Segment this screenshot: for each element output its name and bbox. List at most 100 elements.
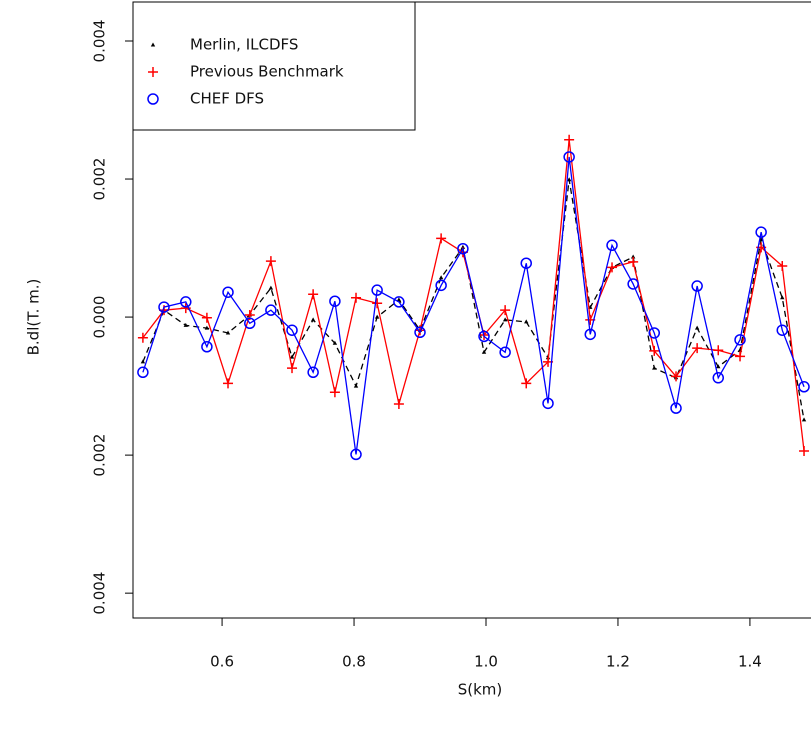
point — [201, 341, 213, 353]
legend-label: Merlin, ILCDFS — [190, 36, 298, 54]
point — [607, 262, 618, 273]
point — [457, 242, 469, 255]
point — [521, 378, 532, 389]
point — [564, 134, 575, 145]
point — [286, 324, 298, 336]
point — [158, 301, 170, 313]
y-axis-label: B.dl(T. m.) — [25, 279, 43, 356]
y-tick-label: 0.002 — [91, 434, 109, 477]
legend-label: Previous Benchmark — [190, 63, 344, 81]
point — [265, 304, 277, 316]
point — [798, 381, 810, 393]
point — [393, 399, 404, 410]
point — [372, 298, 383, 309]
point — [396, 297, 402, 302]
y-tick-label: 0.002 — [91, 158, 109, 201]
point — [566, 177, 572, 182]
point — [520, 257, 532, 269]
point — [438, 275, 444, 280]
y-tick-label: 0.004 — [91, 20, 109, 63]
point — [799, 445, 810, 456]
point — [223, 378, 234, 389]
point — [584, 328, 597, 341]
point — [776, 324, 789, 336]
point — [716, 364, 721, 369]
point — [137, 332, 148, 343]
point — [436, 233, 447, 244]
x-tick-label: 0.8 — [342, 653, 366, 671]
point — [628, 256, 639, 267]
point — [225, 330, 231, 335]
point — [244, 317, 256, 330]
point — [481, 349, 487, 354]
point — [332, 340, 338, 345]
point — [691, 280, 703, 292]
point — [478, 330, 490, 343]
point — [222, 286, 234, 298]
point — [692, 343, 703, 354]
point — [524, 319, 529, 324]
legend-box — [132, 1, 416, 131]
point — [652, 365, 657, 370]
point — [351, 292, 362, 303]
point — [435, 279, 447, 292]
point — [140, 359, 146, 364]
point — [268, 285, 274, 290]
point — [670, 402, 682, 414]
point — [630, 254, 636, 259]
point — [307, 366, 319, 379]
series-line — [142, 179, 805, 421]
point — [606, 239, 618, 252]
point — [329, 387, 340, 398]
point — [350, 448, 362, 461]
point — [694, 325, 700, 330]
point — [287, 363, 298, 374]
x-axis-label: S(km) — [458, 681, 503, 699]
point — [329, 295, 341, 307]
point — [734, 334, 746, 346]
y-tick-label: 0.004 — [91, 572, 109, 615]
point — [183, 322, 188, 327]
point — [499, 346, 511, 359]
point — [201, 312, 212, 323]
point — [204, 325, 210, 330]
point — [563, 151, 575, 163]
point — [500, 305, 511, 316]
point — [801, 417, 807, 422]
legend-marker — [148, 67, 158, 77]
point — [308, 289, 319, 300]
point — [735, 351, 746, 362]
y-tick-label: 0.000 — [91, 296, 109, 339]
legend-marker — [150, 42, 156, 47]
point — [627, 278, 639, 290]
point — [353, 383, 359, 388]
point — [649, 345, 660, 356]
legend-label: CHEF DFS — [190, 90, 264, 108]
point — [265, 256, 276, 267]
point — [393, 296, 405, 308]
series-line — [142, 156, 805, 455]
x-tick-label: 1.4 — [738, 653, 762, 671]
point — [374, 314, 380, 319]
point — [755, 226, 767, 238]
point — [289, 354, 295, 359]
point — [542, 397, 554, 410]
point — [671, 371, 682, 382]
point — [460, 244, 466, 249]
legend-marker — [147, 93, 159, 105]
point — [137, 366, 149, 379]
x-tick-label: 1.2 — [606, 653, 630, 671]
legend: Merlin, ILCDFS Previous Benchmark CHEF DFS — [132, 1, 416, 131]
point — [502, 317, 508, 322]
point — [180, 296, 192, 308]
point — [713, 345, 724, 356]
point — [780, 295, 785, 300]
point — [371, 284, 383, 296]
x-tick-label: 0.6 — [210, 653, 234, 671]
point — [310, 317, 316, 322]
point — [414, 326, 426, 339]
point — [777, 261, 788, 271]
point — [712, 372, 725, 384]
x-tick-label: 1.0 — [474, 653, 498, 671]
